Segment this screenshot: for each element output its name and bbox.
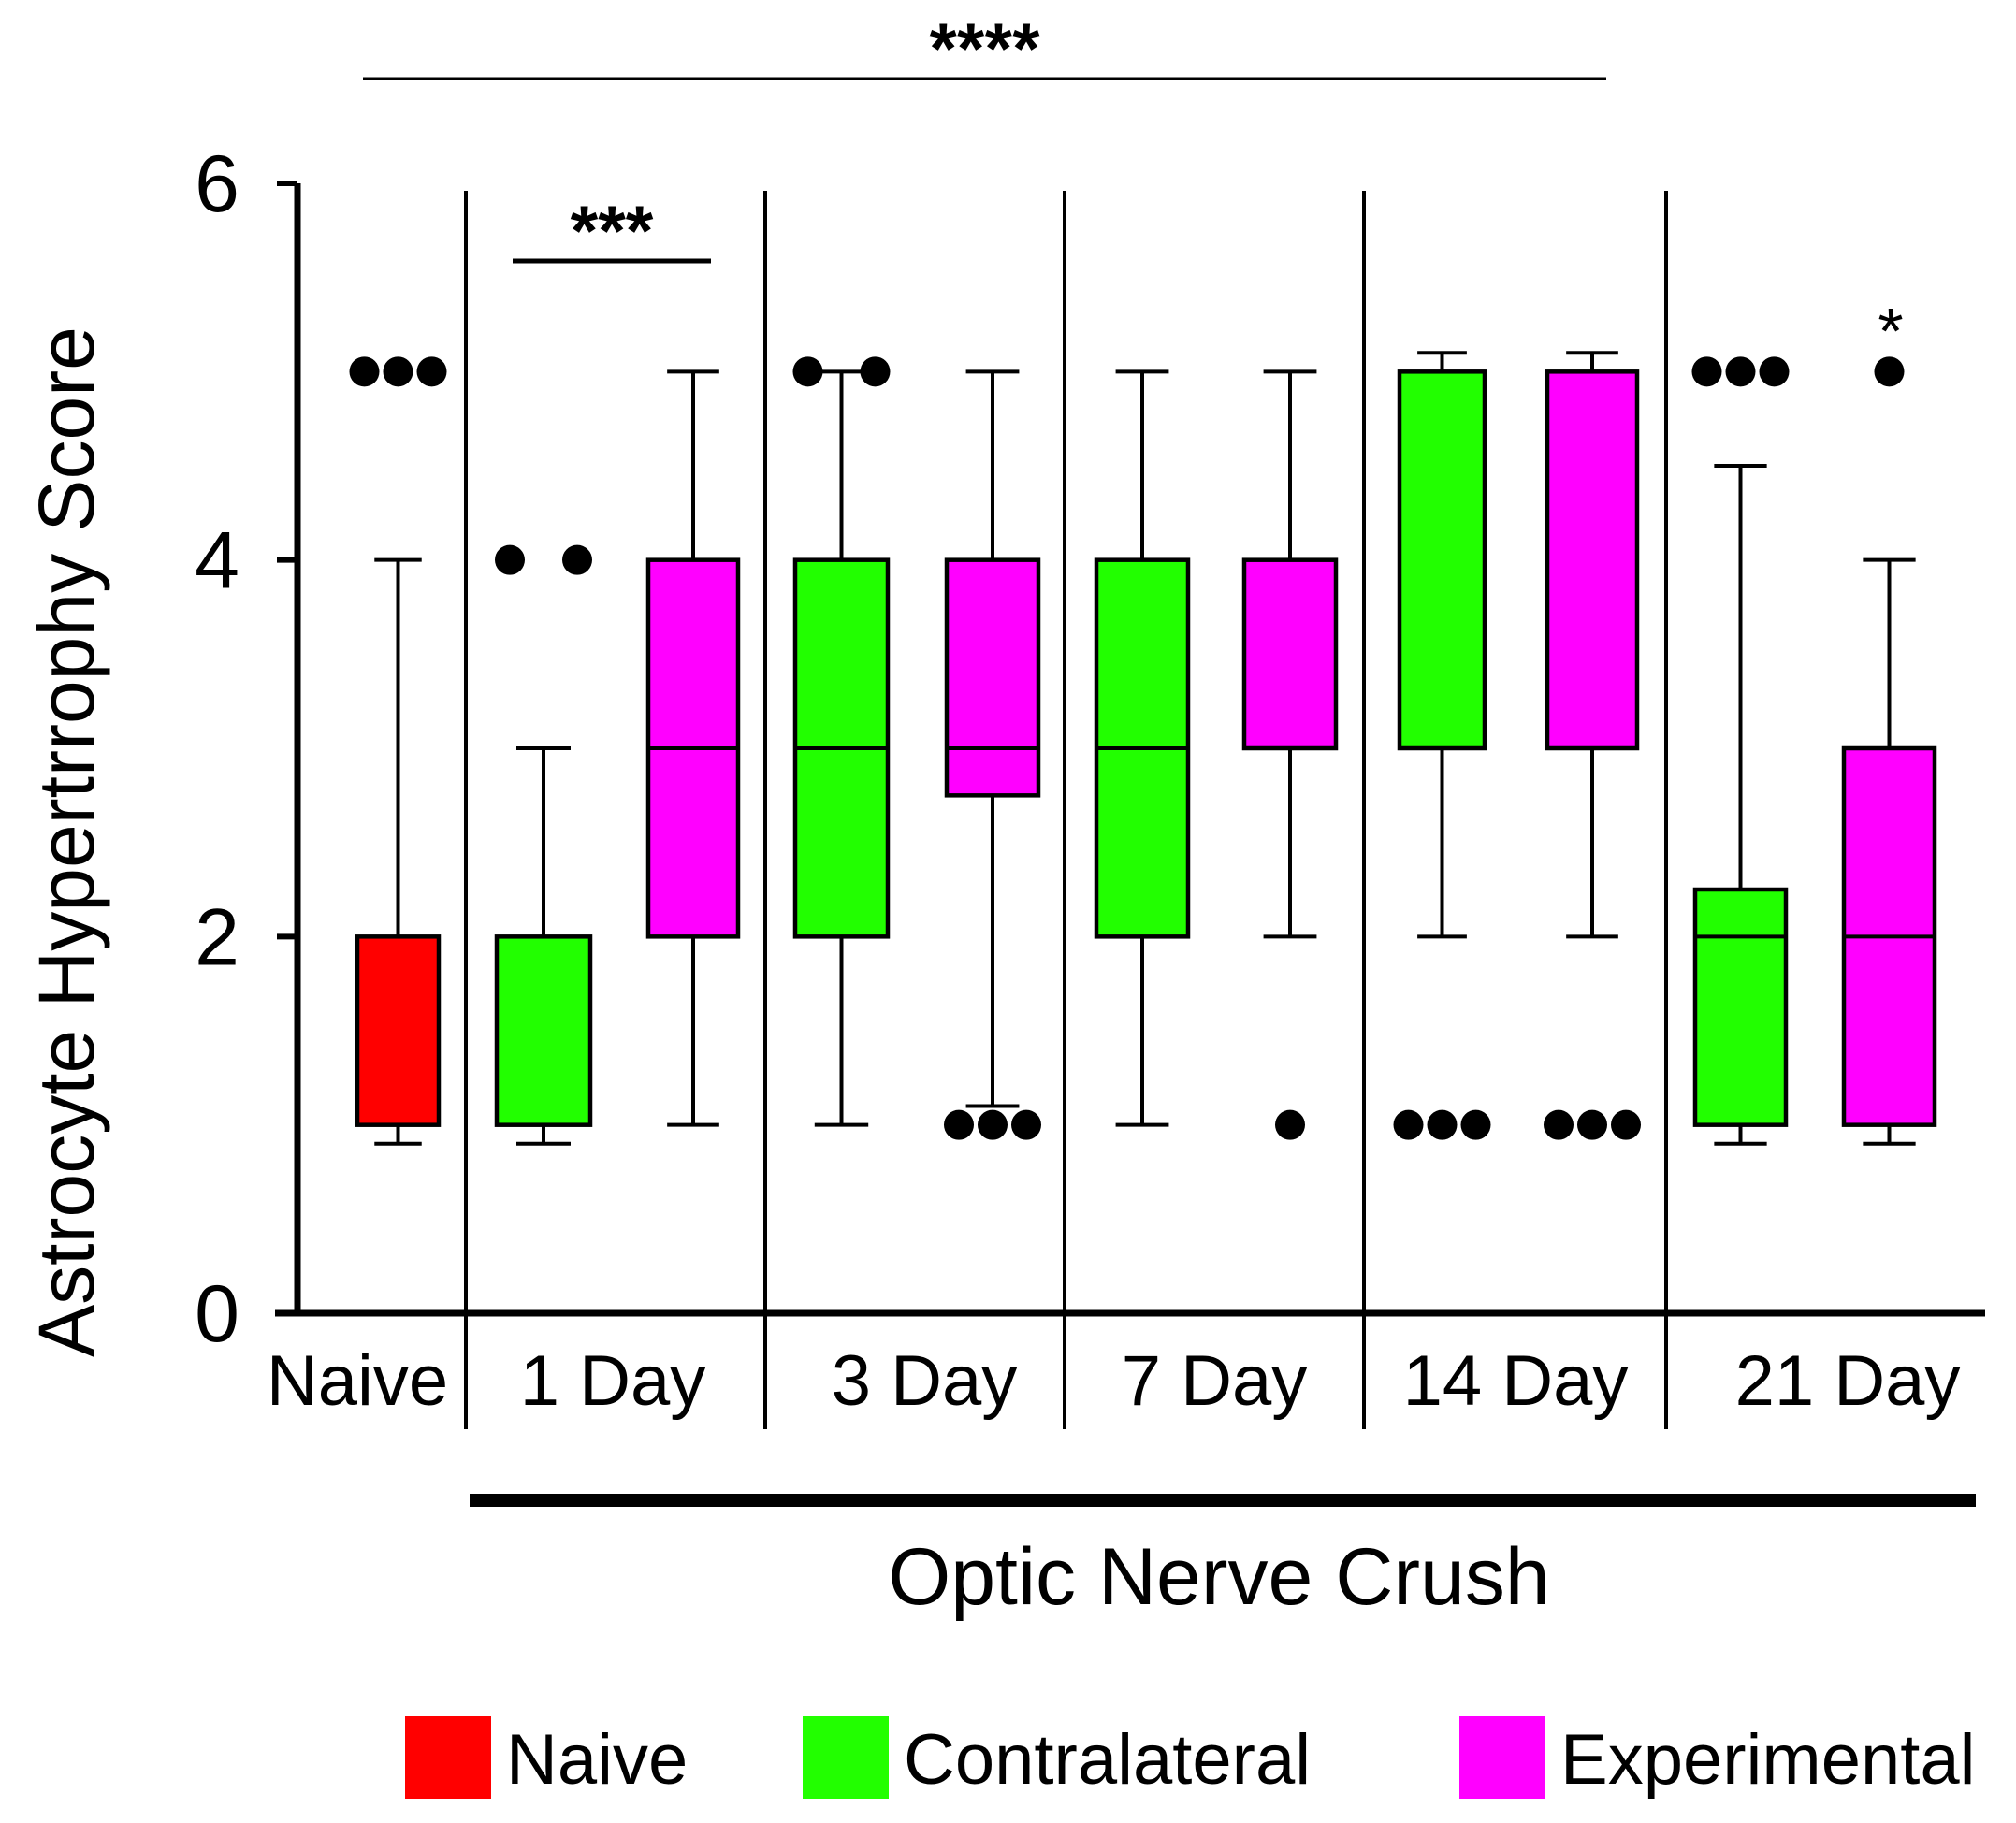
box-21-day-contralateral (1691, 356, 1790, 1146)
legend-label: Naive (506, 1720, 688, 1800)
box-1-day-experimental (645, 369, 741, 1127)
box-7-day-experimental (1241, 369, 1339, 1140)
outlier-point (860, 356, 891, 387)
box-naive-naive (349, 356, 447, 1146)
significance-label: **** (929, 9, 1040, 89)
y-tick-label: 0 (195, 1269, 239, 1359)
legend-swatch (803, 1716, 889, 1799)
outlier-point (792, 356, 823, 387)
outlier-point (1460, 1109, 1491, 1140)
x-group-label: 14 Day (1403, 1341, 1629, 1421)
outlier-point (1427, 1109, 1458, 1140)
y-tick-label: 4 (195, 516, 239, 606)
box-layer (349, 351, 1937, 1146)
outlier-point (1691, 356, 1722, 387)
legend-item-contralateral: Contralateral (803, 1716, 1311, 1800)
box-1-day-contralateral (494, 544, 593, 1146)
outlier-point (944, 1109, 974, 1140)
outlier-point (349, 356, 380, 387)
outlier-point (495, 544, 525, 575)
box-14-day-experimental (1544, 351, 1641, 1140)
box-body (355, 934, 442, 1127)
legend-swatch (1459, 1716, 1545, 1799)
box-3-day-contralateral (792, 356, 891, 1127)
box-3-day-experimental (944, 369, 1041, 1140)
legend-swatch (405, 1716, 491, 1799)
outlier-point (1275, 1109, 1305, 1140)
legend-item-naive: Naive (405, 1716, 688, 1800)
outlier-point (562, 544, 592, 575)
box-7-day-contralateral (1094, 369, 1191, 1127)
box-body (944, 557, 1041, 798)
box-body (1692, 887, 1789, 1127)
outlier-point (1874, 356, 1905, 387)
outlier-point (1611, 1109, 1641, 1140)
legend: Naive Contralateral Experimental (405, 1716, 1976, 1800)
box-body (1545, 369, 1640, 751)
outlier-point (978, 1109, 1008, 1140)
outlier-point (1011, 1109, 1041, 1140)
outlier-point (1725, 356, 1756, 387)
box-body (494, 934, 593, 1127)
x-group-label: Naive (267, 1341, 448, 1421)
significance-label: *** (571, 192, 654, 271)
y-tick-label: 2 (195, 892, 239, 982)
y-axis-title: Astrocyte Hypertrrophy Score (22, 326, 110, 1357)
outlier-point (383, 356, 413, 387)
legend-label: Contralateral (904, 1720, 1311, 1800)
outlier-point (1577, 1109, 1607, 1140)
outlier-point (416, 356, 447, 387)
legend-item-experimental: Experimental (1459, 1716, 1976, 1800)
x-group-label: 21 Day (1735, 1341, 1961, 1421)
box-21-day-experimental (1841, 356, 1937, 1146)
outlier-point (1759, 356, 1790, 387)
x-group-label: 1 Day (520, 1341, 706, 1421)
legend-label: Experimental (1560, 1720, 1976, 1800)
box-body (1397, 369, 1487, 751)
plot-area: 0 2 4 6 Astrocyte Hypertrrophy Score Naive 1 D… (22, 139, 1985, 1622)
significance-label: * (1878, 295, 1903, 368)
x-group-label: 3 Day (832, 1341, 1018, 1421)
x-group-label: 7 Day (1122, 1341, 1308, 1421)
y-tick-label: 6 (195, 139, 239, 229)
significance-layer: ******** (363, 9, 1904, 368)
outlier-point (1393, 1109, 1424, 1140)
treatment-bracket-label: Optic Nerve Crush (888, 1532, 1549, 1622)
box-body (1241, 557, 1339, 751)
outlier-point (1544, 1109, 1574, 1140)
box-14-day-contralateral (1393, 351, 1491, 1140)
